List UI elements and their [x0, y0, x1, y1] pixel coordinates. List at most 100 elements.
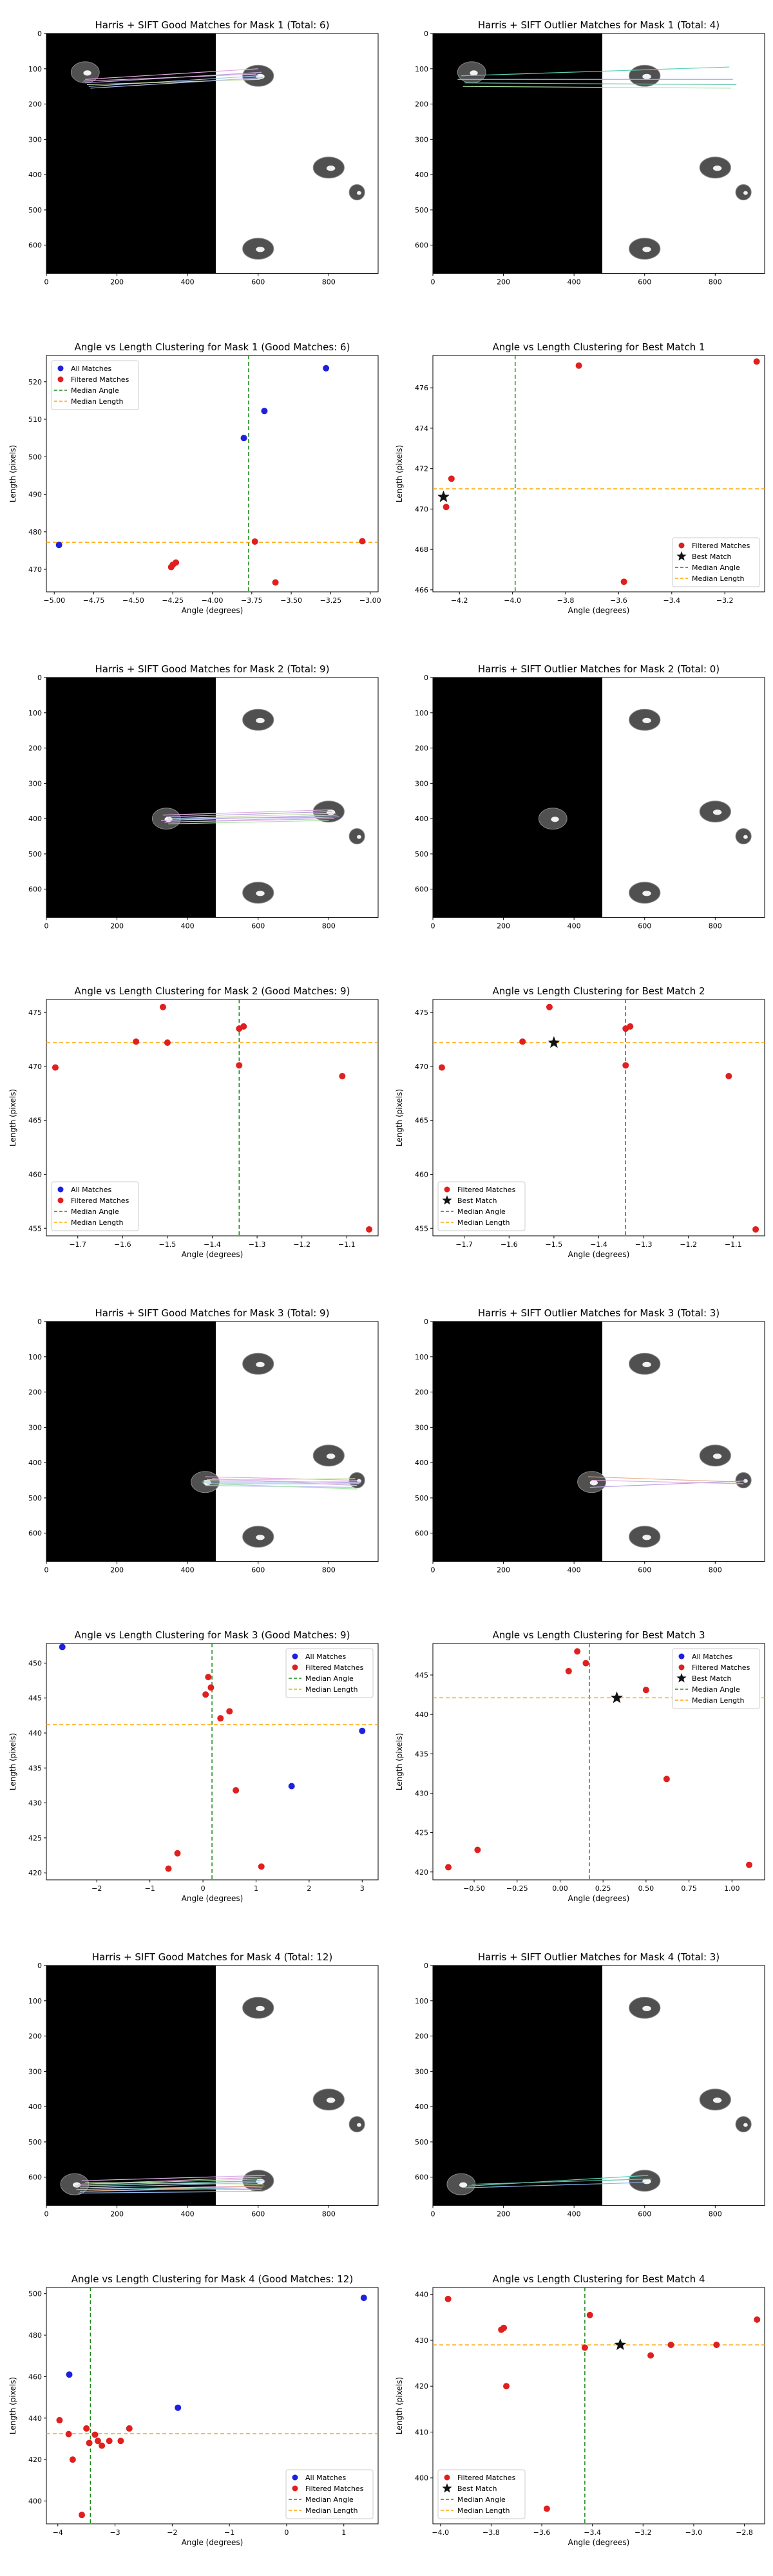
- y-tick-label: 600: [28, 2174, 42, 2182]
- panel-6: Harris + SIFT Outlier Matches for Mask 2…: [415, 663, 765, 931]
- legend-swatch-all-matches: [678, 1653, 685, 1660]
- y-tick-label: 500: [28, 850, 42, 858]
- filtered-match-point: [205, 1674, 212, 1681]
- x-tick-label: 0: [431, 278, 435, 287]
- filtered-match-point: [444, 2295, 452, 2302]
- panel-title: Angle vs Length Clustering for Best Matc…: [492, 1629, 705, 1641]
- legend-label: All Matches: [305, 2474, 346, 2482]
- x-tick-label: −3.2: [635, 2528, 652, 2537]
- y-tick-label: 500: [415, 1494, 428, 1502]
- y-tick-label: 300: [28, 2067, 42, 2076]
- legend-swatch-all-matches: [57, 365, 64, 372]
- y-tick-label: 400: [28, 2497, 42, 2506]
- x-axis-label: Angle (degrees): [568, 1894, 630, 1903]
- x-tick-label: −3: [110, 2528, 120, 2537]
- panel-title: Angle vs Length Clustering for Mask 4 (G…: [72, 2273, 353, 2285]
- match-line: [78, 2191, 263, 2193]
- y-tick-label: 475: [415, 1009, 428, 1017]
- x-axis-label: Angle (degrees): [182, 606, 243, 615]
- match-line: [464, 2182, 645, 2188]
- match-line: [461, 66, 730, 77]
- mask-blob-hole: [712, 810, 722, 815]
- filtered-match-point: [647, 2352, 654, 2359]
- x-tick-label: 0: [201, 1884, 205, 1893]
- y-tick-label: 400: [415, 2474, 428, 2483]
- legend-label: Filtered Matches: [457, 1186, 516, 1194]
- mask-blob-hole: [642, 1361, 651, 1367]
- y-tick-label: 600: [28, 1530, 42, 1538]
- x-tick-label: −3.50: [280, 596, 302, 605]
- panel-title: Harris + SIFT Outlier Matches for Mask 2…: [478, 663, 720, 675]
- x-tick-label: −0.50: [463, 1884, 485, 1893]
- x-tick-label: 0: [431, 1566, 435, 1575]
- legend-label: Best Match: [457, 1197, 497, 1205]
- y-tick-label: 500: [28, 206, 42, 214]
- best-match-star: [614, 2338, 627, 2351]
- x-tick-label: −3.6: [610, 596, 627, 605]
- filtered-match-point: [620, 578, 627, 585]
- match-line: [161, 815, 336, 821]
- mask-blob-hole: [357, 835, 361, 839]
- legend-box: [437, 1181, 526, 1231]
- y-tick-label: 100: [28, 1997, 42, 2005]
- x-tick-label: 0: [431, 922, 435, 931]
- y-tick-label: 300: [415, 135, 428, 144]
- legend: All Matches Filtered Matches Best Match Med…: [672, 1648, 760, 1709]
- filtered-match-point: [233, 1787, 240, 1794]
- legend-label: Median Angle: [305, 2496, 354, 2504]
- legend-label: Filtered Matches: [71, 1197, 129, 1205]
- y-tick-label: 480: [28, 528, 42, 536]
- x-tick-label: −5.00: [43, 596, 65, 605]
- panel-2: Harris + SIFT Outlier Matches for Mask 1…: [415, 19, 765, 287]
- legend-label: All Matches: [692, 1653, 732, 1661]
- match-line: [591, 1479, 744, 1484]
- filtered-match-point: [713, 2342, 720, 2349]
- filtered-match-point: [217, 1715, 224, 1722]
- legend-box: [672, 1648, 760, 1709]
- y-tick-label: 470: [28, 565, 42, 574]
- filtered-match-point: [581, 2344, 588, 2351]
- y-axis-label: Length (pixels): [395, 445, 404, 502]
- match-line: [589, 1481, 745, 1488]
- y-tick-label: 500: [28, 453, 42, 461]
- match-line: [463, 86, 731, 89]
- all-match-point: [360, 2295, 367, 2302]
- filtered-match-point: [106, 2438, 113, 2445]
- match-line: [90, 77, 263, 89]
- legend: All Matches Filtered Matches Median Angle M…: [285, 2469, 374, 2519]
- y-tick-label: 200: [415, 100, 428, 109]
- filtered-match-point: [366, 1226, 373, 1233]
- filtered-match-point: [65, 2430, 72, 2438]
- y-tick-label: 420: [28, 2456, 42, 2464]
- filtered-match-point: [159, 1003, 166, 1010]
- legend-label: Filtered Matches: [692, 1663, 750, 1672]
- x-tick-label: 200: [497, 922, 510, 931]
- match-line: [167, 813, 336, 819]
- mask-blob-hole: [256, 247, 265, 252]
- filtered-match-point: [339, 1072, 346, 1079]
- y-tick-label: 0: [37, 1962, 42, 1970]
- mask-blob-hole: [743, 191, 748, 195]
- y-tick-label: 200: [28, 2032, 42, 2041]
- y-tick-label: 475: [28, 1009, 42, 1017]
- y-tick-label: 100: [28, 1353, 42, 1361]
- legend-label: Filtered Matches: [305, 2485, 364, 2493]
- legend-label: Median Angle: [692, 1685, 740, 1694]
- y-tick-label: 100: [28, 65, 42, 73]
- x-tick-label: −3.4: [663, 596, 680, 605]
- y-tick-label: 600: [28, 242, 42, 250]
- y-tick-label: 470: [415, 1063, 428, 1071]
- match-line: [164, 818, 334, 823]
- best-match-star: [437, 490, 450, 502]
- mask-blob: [348, 2116, 365, 2133]
- x-tick-label: −4: [53, 2528, 63, 2537]
- x-tick-label: 400: [181, 922, 195, 931]
- all-match-point: [359, 1727, 366, 1734]
- y-tick-label: 466: [415, 586, 428, 594]
- query-mask-blob-hole: [589, 1480, 598, 1486]
- mask-blob: [348, 828, 365, 845]
- filtered-match-point: [443, 504, 450, 511]
- filtered-match-point: [642, 1687, 649, 1694]
- legend-swatch-filtered-matches: [292, 2485, 298, 2492]
- x-tick-label: −3.8: [482, 2528, 500, 2537]
